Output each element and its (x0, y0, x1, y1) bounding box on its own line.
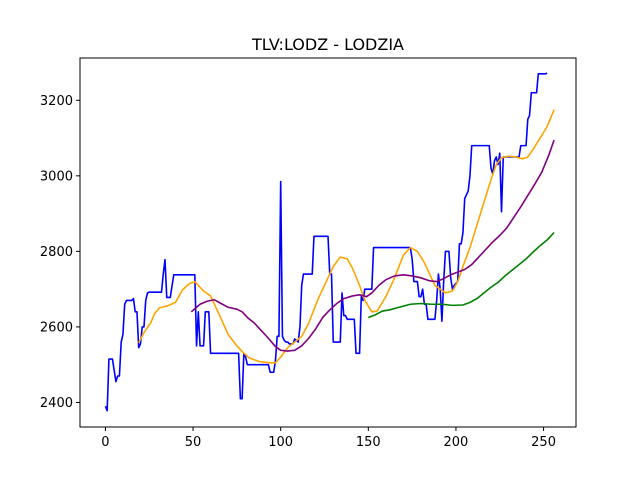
series-line-1 (104, 72, 548, 412)
y-tick-label: 2800 (40, 245, 73, 260)
x-tick-label: 0 (101, 435, 109, 450)
plot-frame (79, 57, 577, 428)
series-layer (104, 72, 555, 412)
y-tick-label: 3200 (40, 94, 73, 109)
series-line-2 (137, 109, 555, 364)
x-tick-label: 50 (185, 435, 202, 450)
series-line-3 (190, 139, 555, 352)
series-line-4 (368, 231, 555, 319)
y-tick-label: 2400 (40, 396, 73, 411)
y-tick-label: 3000 (40, 169, 73, 184)
x-axis: 0 50 100 150 200 250 (101, 427, 556, 450)
y-tick-label: 2600 (40, 320, 73, 335)
x-tick-label: 200 (444, 435, 469, 450)
y-axis: 2400 2600 2800 3000 3200 (40, 94, 80, 411)
chart-title: TLV:LODZ - LODZIA (251, 35, 404, 54)
x-tick-label: 100 (268, 435, 293, 450)
x-tick-label: 250 (531, 435, 556, 450)
x-tick-label: 150 (356, 435, 381, 450)
